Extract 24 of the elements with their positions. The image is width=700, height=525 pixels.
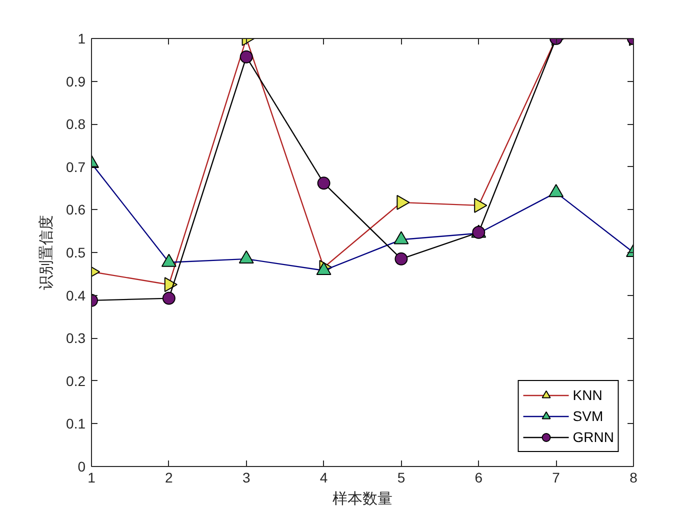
x-tick-label: 1	[88, 470, 96, 486]
y-tick-label: 0.3	[66, 330, 86, 346]
y-tick-label: 1	[78, 30, 86, 46]
x-tick-label: 4	[320, 470, 328, 486]
x-tick-label: 7	[552, 470, 560, 486]
y-tick-label: 0	[78, 458, 86, 474]
y-tick-label: 0.2	[66, 372, 86, 389]
y-tick-label: 0.1	[66, 416, 86, 432]
x-tick-label: 6	[474, 470, 483, 486]
y-tick-label: 0.9	[66, 73, 86, 90]
y-tick-label: 0.4	[66, 287, 86, 304]
y-tick-label: 0.5	[66, 244, 86, 260]
legend-label: GRNN	[572, 429, 614, 445]
y-axis-title: 识别置信度	[37, 215, 56, 290]
y-tick-label: 0.6	[66, 202, 86, 218]
legend-label: KNN	[572, 387, 602, 403]
x-tick-label: 8	[630, 470, 638, 486]
x-tick-label: 5	[397, 470, 406, 486]
legend-label: SVM	[572, 408, 604, 424]
y-tick-label: 0.7	[66, 158, 86, 175]
x-axis-title: 样本数量	[332, 490, 392, 508]
y-tick-label: 0.8	[66, 116, 86, 132]
x-tick-label: 2	[165, 470, 174, 486]
x-tick-label: 3	[242, 470, 250, 486]
